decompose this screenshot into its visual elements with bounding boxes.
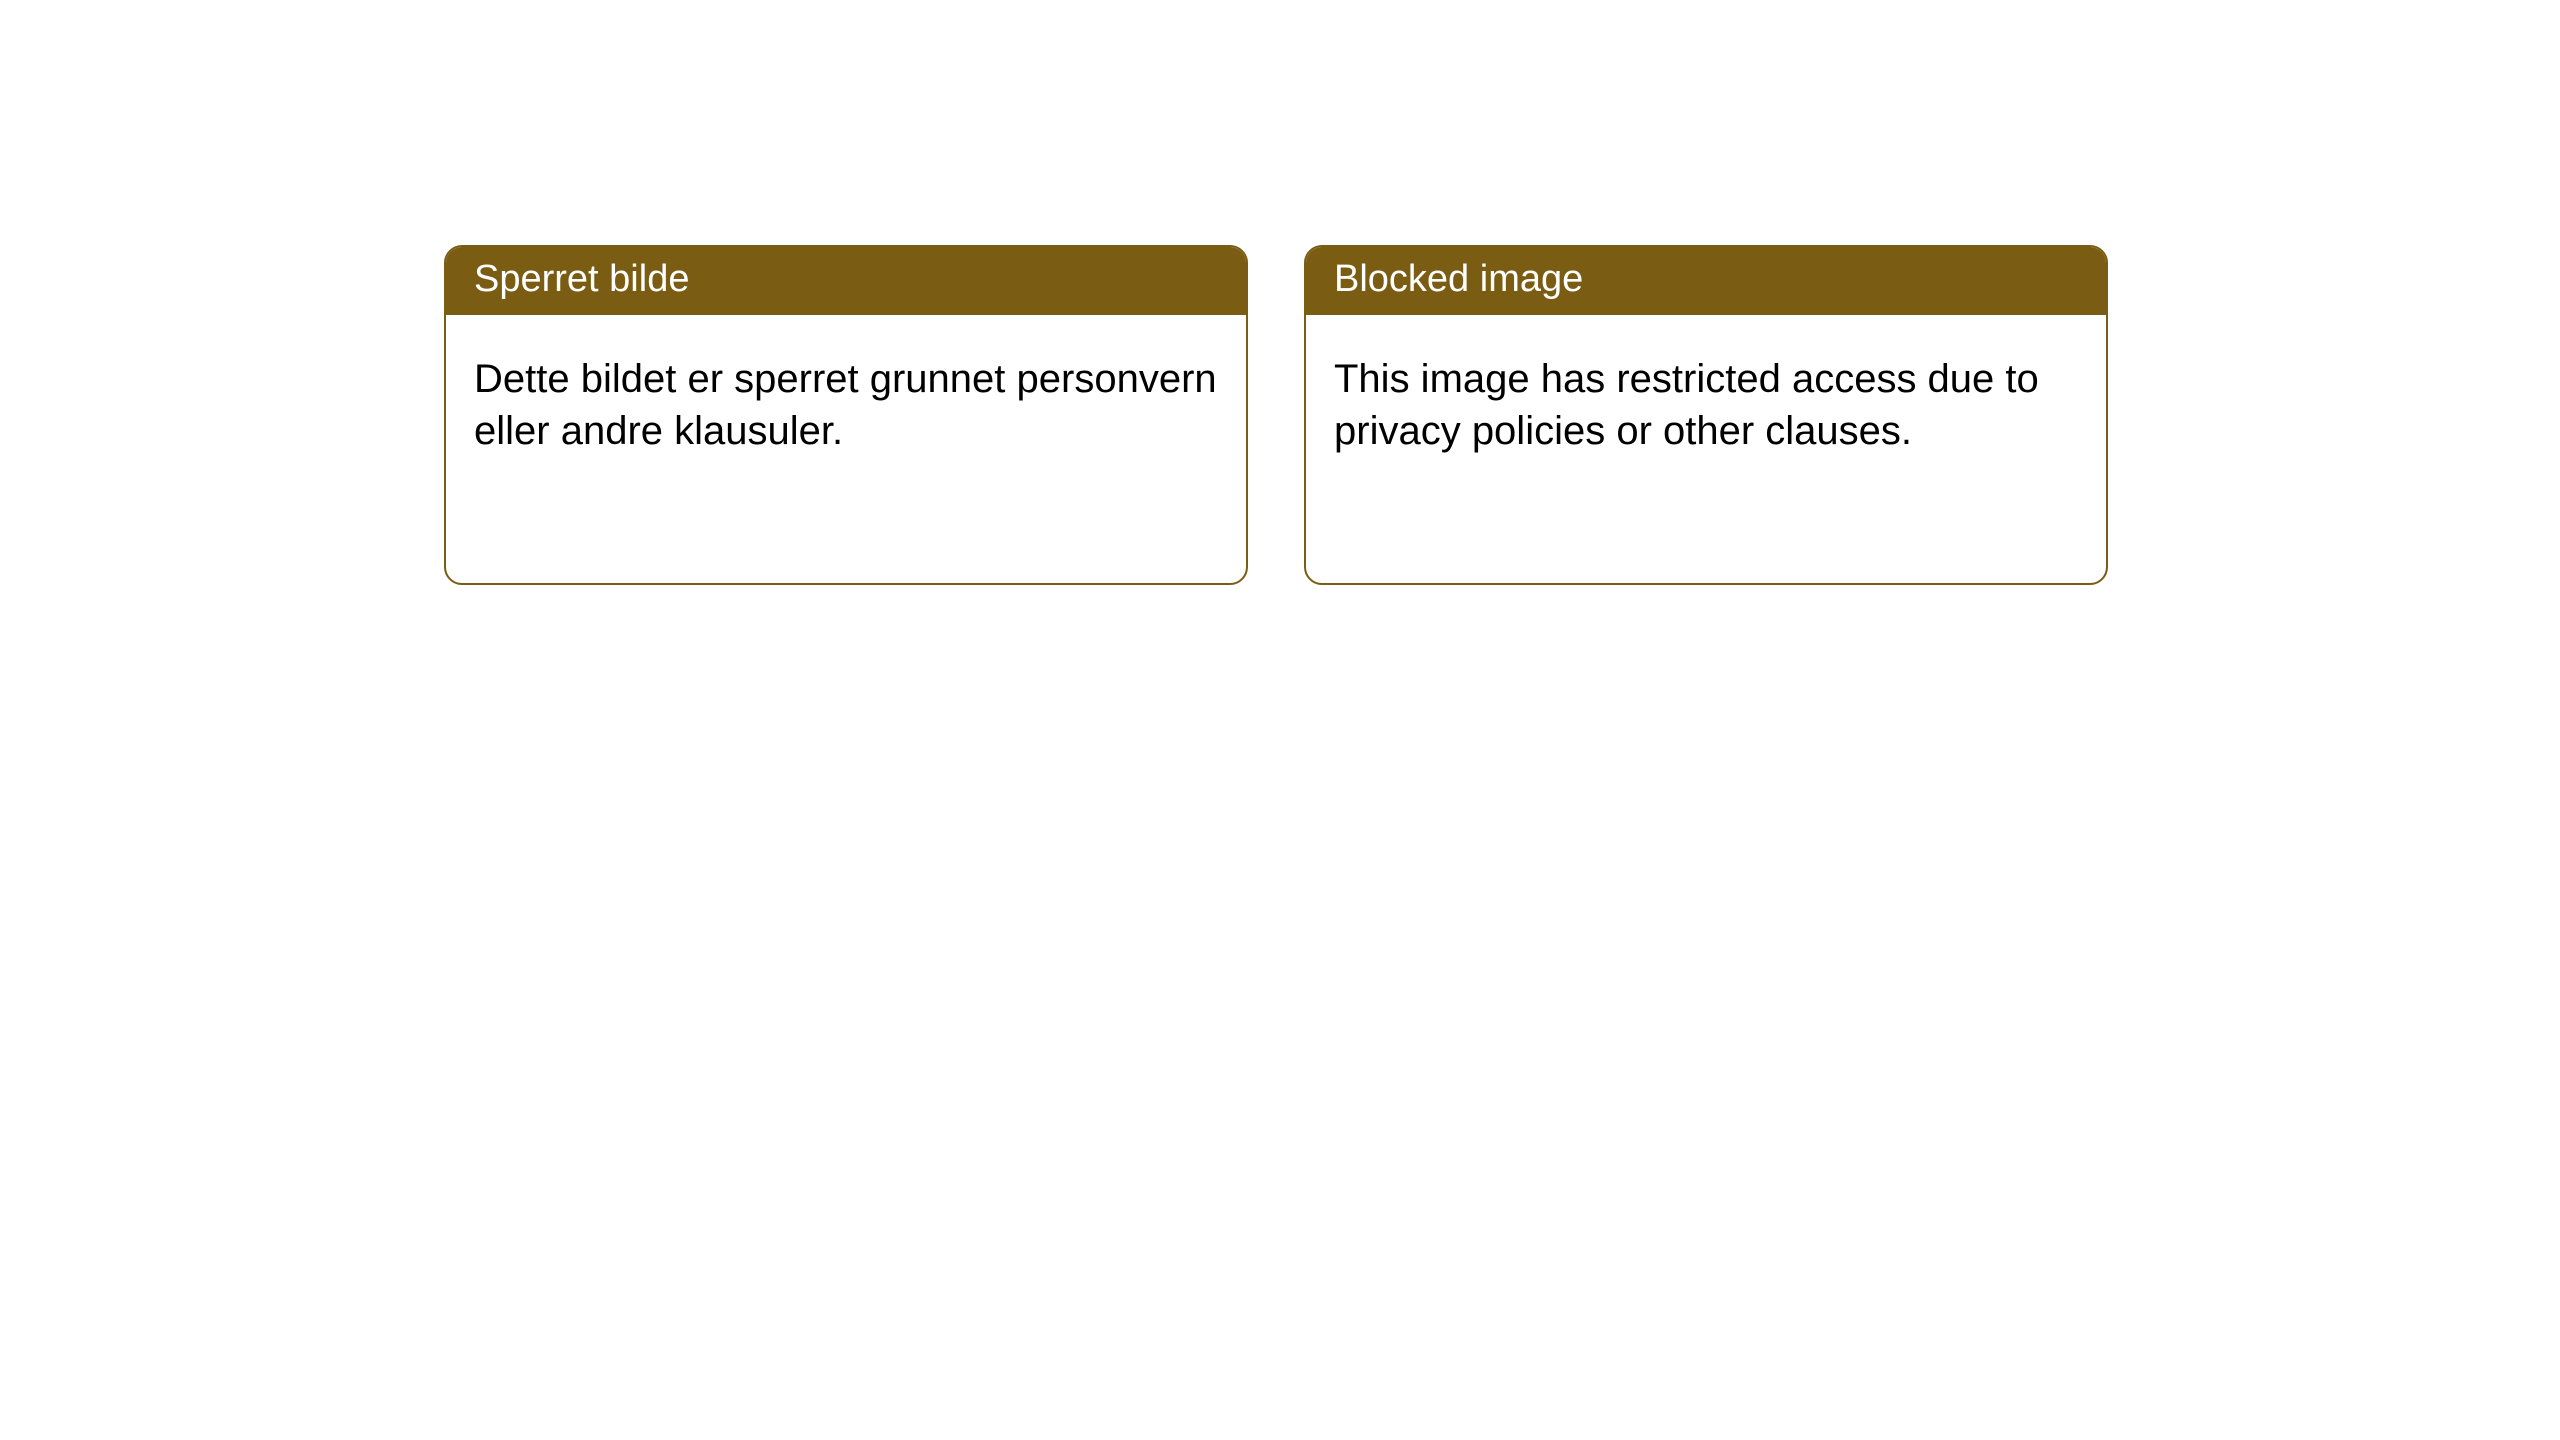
notice-title-no: Sperret bilde [446,247,1246,315]
notice-title-en: Blocked image [1306,247,2106,315]
notice-card-en: Blocked image This image has restricted … [1304,245,2108,585]
notice-body-en: This image has restricted access due to … [1306,315,2106,497]
notice-body-no: Dette bildet er sperret grunnet personve… [446,315,1246,497]
notice-container: Sperret bilde Dette bildet er sperret gr… [444,245,2108,585]
notice-card-no: Sperret bilde Dette bildet er sperret gr… [444,245,1248,585]
